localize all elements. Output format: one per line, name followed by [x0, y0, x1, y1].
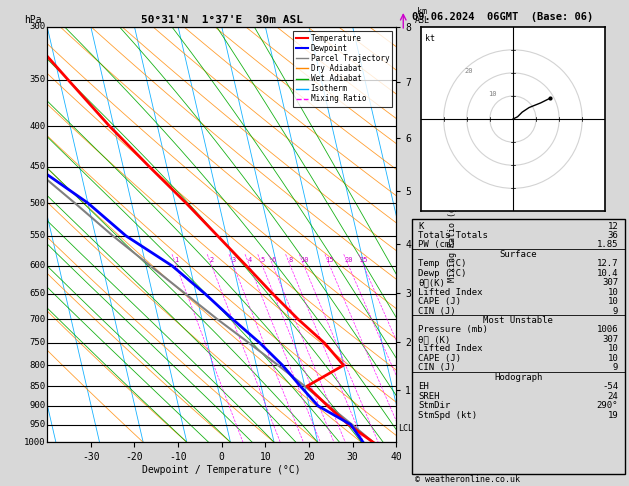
Text: 900: 900 — [30, 401, 45, 410]
Text: 1: 1 — [174, 257, 179, 262]
Text: Totals Totals: Totals Totals — [418, 231, 488, 240]
Text: 36: 36 — [608, 231, 618, 240]
Title: 50°31'N  1°37'E  30m ASL: 50°31'N 1°37'E 30m ASL — [141, 15, 303, 25]
Text: 2: 2 — [209, 257, 214, 262]
Text: 3: 3 — [231, 257, 236, 262]
Text: 5: 5 — [260, 257, 265, 262]
Text: 600: 600 — [30, 261, 45, 270]
Text: Mixing Ratio (g/kg): Mixing Ratio (g/kg) — [448, 187, 457, 282]
Text: Surface: Surface — [499, 250, 537, 259]
Text: LCL: LCL — [398, 424, 413, 434]
Text: Lifted Index: Lifted Index — [418, 345, 483, 353]
Text: StmSpd (kt): StmSpd (kt) — [418, 411, 477, 419]
Text: 10: 10 — [608, 345, 618, 353]
Text: 12.7: 12.7 — [597, 260, 618, 268]
Text: K: K — [418, 222, 424, 230]
Text: CIN (J): CIN (J) — [418, 363, 456, 372]
Text: 10: 10 — [300, 257, 308, 262]
Text: 9: 9 — [613, 363, 618, 372]
Text: 10: 10 — [608, 354, 618, 363]
Text: 350: 350 — [30, 75, 45, 85]
Text: EH: EH — [418, 382, 429, 391]
Text: 25: 25 — [359, 257, 368, 262]
Text: Temp (°C): Temp (°C) — [418, 260, 467, 268]
Legend: Temperature, Dewpoint, Parcel Trajectory, Dry Adiabat, Wet Adiabat, Isotherm, Mi: Temperature, Dewpoint, Parcel Trajectory… — [293, 31, 392, 106]
Text: 20: 20 — [465, 68, 474, 74]
Text: 500: 500 — [30, 199, 45, 208]
Text: kt: kt — [425, 34, 435, 43]
Text: CAPE (J): CAPE (J) — [418, 354, 462, 363]
Text: CAPE (J): CAPE (J) — [418, 297, 462, 306]
Text: StmDir: StmDir — [418, 401, 450, 410]
Text: 450: 450 — [30, 162, 45, 171]
Text: -54: -54 — [602, 382, 618, 391]
Text: PW (cm): PW (cm) — [418, 241, 456, 249]
Text: 20: 20 — [345, 257, 353, 262]
Text: θᴄ(K): θᴄ(K) — [418, 278, 445, 287]
Text: 9: 9 — [613, 307, 618, 315]
Text: hPa: hPa — [25, 15, 42, 25]
Text: Lifted Index: Lifted Index — [418, 288, 483, 296]
Text: 550: 550 — [30, 231, 45, 241]
Text: 09.06.2024  06GMT  (Base: 06): 09.06.2024 06GMT (Base: 06) — [412, 12, 593, 22]
X-axis label: Dewpoint / Temperature (°C): Dewpoint / Temperature (°C) — [142, 465, 301, 475]
Text: 290°: 290° — [597, 401, 618, 410]
Text: 10: 10 — [488, 91, 496, 97]
Text: km
ASL: km ASL — [415, 7, 430, 25]
Text: 1.85: 1.85 — [597, 241, 618, 249]
Text: θᴄ (K): θᴄ (K) — [418, 335, 450, 344]
Text: 24: 24 — [608, 392, 618, 400]
Text: 4: 4 — [248, 257, 252, 262]
Text: 10: 10 — [608, 297, 618, 306]
Text: 10: 10 — [608, 288, 618, 296]
Text: 700: 700 — [30, 314, 45, 324]
Text: 307: 307 — [602, 278, 618, 287]
Text: 950: 950 — [30, 420, 45, 429]
Text: Most Unstable: Most Unstable — [483, 316, 554, 325]
Text: 650: 650 — [30, 289, 45, 298]
Text: 10.4: 10.4 — [597, 269, 618, 278]
Text: 6: 6 — [271, 257, 276, 262]
Text: 15: 15 — [326, 257, 334, 262]
Text: 850: 850 — [30, 382, 45, 391]
Text: Dewp (°C): Dewp (°C) — [418, 269, 467, 278]
Text: 400: 400 — [30, 122, 45, 131]
Text: 8: 8 — [288, 257, 292, 262]
Text: CIN (J): CIN (J) — [418, 307, 456, 315]
Text: Pressure (mb): Pressure (mb) — [418, 326, 488, 334]
Text: SREH: SREH — [418, 392, 440, 400]
Text: 300: 300 — [30, 22, 45, 31]
Text: 19: 19 — [608, 411, 618, 419]
Text: Hodograph: Hodograph — [494, 373, 542, 382]
Text: 307: 307 — [602, 335, 618, 344]
Text: 1000: 1000 — [24, 438, 45, 447]
Text: 800: 800 — [30, 361, 45, 370]
Text: 1006: 1006 — [597, 326, 618, 334]
Text: 750: 750 — [30, 338, 45, 347]
Text: © weatheronline.co.uk: © weatheronline.co.uk — [415, 474, 520, 484]
Text: 12: 12 — [608, 222, 618, 230]
